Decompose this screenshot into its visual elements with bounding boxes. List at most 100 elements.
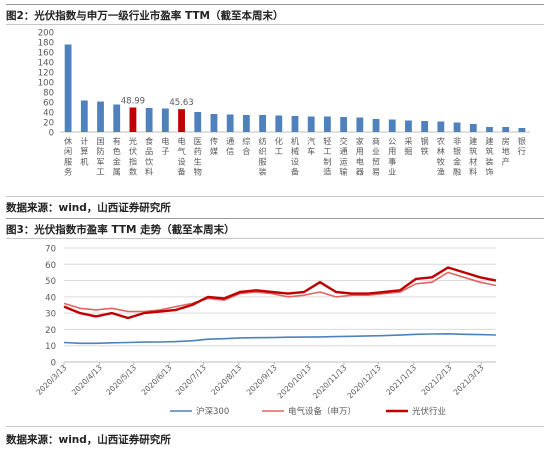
y-tick-label: 140 [38, 59, 54, 69]
y-tick-label: 0 [49, 129, 54, 139]
x-tick-label: 食品饮料 [145, 136, 153, 177]
x-tick-label: 电气设备 [177, 136, 185, 177]
x-tick-label: 商业贸易 [372, 136, 380, 177]
bar [194, 112, 202, 132]
figure-1-source: 数据来源：wind，山西证券研究所 [6, 202, 171, 214]
x-tick-label: 化工 [275, 136, 283, 156]
x-tick-label: 非银金融 [453, 136, 461, 177]
y-tick-label: 0 [51, 359, 56, 369]
x-tick-label: 建筑材料 [469, 136, 477, 177]
bar [80, 100, 88, 132]
bar [307, 116, 315, 132]
x-tick-label: 农林牧渔 [437, 136, 445, 177]
figure-1-title-rule [6, 24, 544, 25]
x-tick-label: 2020/5/13 [104, 363, 138, 397]
x-tick-label: 采掘 [404, 136, 412, 156]
x-tick-label: 银行 [518, 136, 526, 156]
y-tick-label: 40 [45, 293, 56, 303]
x-tick-label: 纺织服装 [258, 136, 266, 177]
x-tick-label: 2020/4/13 [70, 363, 104, 397]
x-tick-label: 2020/9/13 [245, 363, 279, 397]
bar [129, 107, 137, 132]
bar [161, 108, 169, 132]
figure-2-top-rule [6, 218, 544, 219]
x-tick-label: 传媒 [210, 136, 218, 156]
x-tick-label: 汽车 [307, 136, 315, 156]
x-tick-label: 综合 [242, 136, 250, 156]
x-tick-label: 2020/11/13 [311, 363, 348, 400]
x-tick-label: 家用电器 [356, 136, 364, 177]
data-label: 48.99 [121, 97, 145, 107]
figure-2-source: 数据来源：wind，山西证券研究所 [6, 434, 171, 446]
figure-2-chart: 0 10 20 30 40 50 60 70 2020/3/13 2020/4/13 2020/5/… [0, 240, 550, 424]
x-tick-label: 钢铁 [421, 136, 429, 156]
x-tick-label: 国防军工 [96, 136, 104, 177]
y-tick-label: 160 [38, 49, 54, 59]
y-tick-label: 60 [45, 261, 56, 271]
bar [405, 120, 412, 132]
figure-1-bottom-rule [6, 196, 544, 197]
y-tick-label: 40 [43, 109, 54, 119]
bar [356, 117, 364, 132]
bar [453, 122, 461, 132]
figure-1-chart: 0 20 40 60 80 100 120 140 160 180 200 休闲服务 计算机 国防军工 有色… [0, 26, 550, 194]
x-tick-label: 2020/12/13 [345, 363, 382, 400]
x-tick-label: 机械设备 [291, 136, 300, 177]
x-tick-label: 医药生物 [194, 136, 202, 177]
x-tick-label: 2021/2/13 [420, 363, 454, 397]
x-tick-label: 有色金属 [113, 136, 121, 177]
bar [291, 116, 299, 132]
x-tick-label: 公用事业 [388, 136, 396, 177]
bar [242, 115, 250, 132]
series-line-pv [63, 266, 497, 320]
x-tick-label: 计算机 [80, 136, 89, 166]
x-tick-label: 2020/8/13 [209, 363, 243, 397]
figure-1-title: 图2：光伏指数与申万一级行业市盈率 TTM（截至本周末） [6, 10, 284, 22]
legend-label: 光伏行业 [412, 406, 446, 417]
figure-2-title-rule [6, 238, 544, 239]
x-tick-label: 电子 [161, 136, 169, 156]
bar [486, 127, 493, 132]
x-tick-label: 轻工制造 [323, 136, 331, 177]
bar [113, 104, 121, 132]
bar [145, 108, 153, 132]
y-tick-label: 70 [45, 245, 56, 255]
legend-label: 电气设备（申万） [288, 406, 356, 417]
bar [469, 124, 477, 132]
bar [372, 119, 380, 132]
bar [178, 109, 185, 132]
y-tick-label: 200 [38, 29, 54, 39]
data-label: 45.63 [169, 98, 193, 108]
bar [421, 121, 429, 132]
bar [502, 127, 510, 132]
y-tick-label: 50 [45, 277, 56, 287]
y-tick-label: 30 [45, 310, 56, 320]
y-tick-label: 100 [38, 79, 54, 89]
bar [275, 115, 283, 132]
figure-2-bottom-rule [6, 426, 544, 427]
bar [259, 115, 266, 132]
bar [388, 119, 396, 132]
y-tick-label: 20 [43, 119, 54, 129]
series-line-hs300 [63, 333, 497, 345]
x-tick-label: 2021/3/13 [452, 363, 486, 397]
bar [226, 114, 234, 132]
bar [437, 121, 445, 132]
x-tick-label: 2020/7/13 [174, 363, 208, 397]
top-rule [6, 4, 544, 5]
y-tick-label: 120 [38, 69, 54, 79]
bar [210, 114, 218, 132]
y-tick-label: 10 [45, 342, 56, 352]
bar [340, 117, 348, 132]
bar [97, 101, 104, 132]
x-tick-label: 2020/6/13 [140, 363, 174, 397]
bar [518, 128, 526, 132]
y-tick-label: 60 [43, 99, 54, 109]
figure-2-title: 图3：光伏指数市盈率 TTM 走势（截至本周末） [6, 224, 235, 236]
y-tick-label: 20 [45, 326, 56, 336]
x-tick-label: 通信 [226, 136, 234, 156]
y-tick-label: 80 [43, 89, 54, 99]
y-tick-label: 180 [38, 39, 54, 49]
